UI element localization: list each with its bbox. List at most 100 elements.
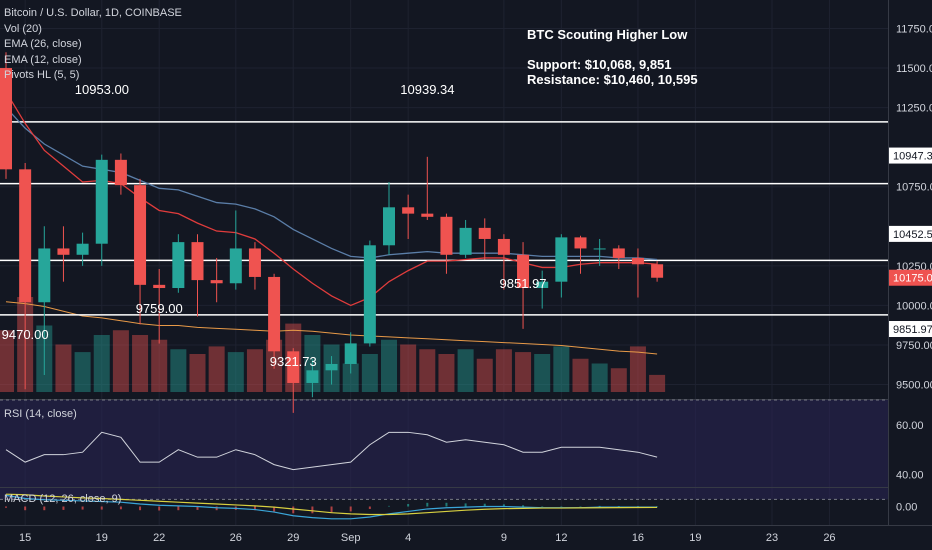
- legend-ema26[interactable]: EMA (26, close): [4, 38, 82, 50]
- candle-body: [536, 281, 549, 289]
- volume-bar: [515, 352, 532, 392]
- macd-histogram-bar: [158, 506, 161, 511]
- volume-bar: [55, 344, 72, 392]
- macd-tick-label: 0.00: [896, 502, 917, 514]
- time-tick-label: 4: [405, 532, 411, 544]
- macd-histogram-bar: [522, 505, 525, 507]
- time-tick-label: 23: [766, 532, 778, 544]
- candle-body: [497, 238, 510, 255]
- legend-vol[interactable]: Vol (20): [4, 22, 42, 35]
- macd-histogram-bar: [388, 505, 390, 507]
- pivot-label: 9851.97: [499, 276, 547, 292]
- macd-histogram-bar: [368, 506, 371, 509]
- price-tick-label: 11500.00: [896, 63, 932, 75]
- price-tick-label: 9750.00: [896, 340, 932, 352]
- pivot-label: 9759.00: [135, 301, 183, 317]
- price-tick-label: 11750.00: [896, 23, 932, 35]
- volume-bar: [457, 349, 474, 392]
- candle-body: [210, 280, 223, 284]
- candle-body: [651, 264, 664, 278]
- legend-ema12[interactable]: EMA (12, close): [4, 53, 82, 66]
- volume-bar: [610, 368, 627, 392]
- time-tick-label: 19: [96, 532, 108, 544]
- candle-body: [248, 248, 261, 277]
- price-badge-label: 10947.34: [893, 151, 932, 163]
- candle-body: [0, 68, 12, 170]
- legend: Bitcoin / U.S. Dollar, 1D, COINBASE Vol …: [4, 6, 182, 84]
- price-badge-label: 9851.97: [893, 324, 932, 336]
- note-support: Support: $10,068, 9,851: [527, 57, 672, 72]
- candle-body: [459, 227, 472, 255]
- annotation-note[interactable]: BTC Scouting Higher Low Support: $10,068…: [527, 27, 698, 87]
- pivot-label: 9321.73: [269, 354, 317, 370]
- macd-legend[interactable]: MACD (12, 26, close, 9): [4, 493, 122, 505]
- time-tick-label: 29: [287, 532, 299, 544]
- macd-histogram-bar: [100, 506, 103, 510]
- macd-histogram-bar: [349, 506, 352, 512]
- volume-ma-line: [5, 301, 658, 355]
- macd-histogram-bar: [483, 503, 486, 507]
- macd-histogram-bar: [292, 506, 295, 514]
- volume-bar: [227, 352, 244, 392]
- candle-body: [402, 207, 415, 214]
- candle-body: [344, 343, 357, 364]
- note-title: BTC Scouting Higher Low: [527, 27, 688, 42]
- price-badge-label: 10175.00: [893, 273, 932, 285]
- legend-title[interactable]: Bitcoin / U.S. Dollar, 1D, COINBASE: [4, 7, 182, 19]
- price-badge: [889, 147, 932, 164]
- volume-bar: [132, 335, 149, 392]
- candle-body: [325, 363, 338, 371]
- candle-body: [555, 237, 568, 282]
- price-badge-label: 10452.50: [893, 229, 932, 241]
- candle-body: [517, 254, 530, 289]
- candle-body: [440, 216, 453, 255]
- price-tick-label: 10750.00: [896, 182, 932, 194]
- legend-pivots[interactable]: Pivots HL (5, 5): [4, 69, 80, 81]
- volume-bar: [208, 346, 225, 392]
- price-tick-label: 11250.00: [896, 103, 932, 115]
- macd-histogram-bar: [636, 506, 639, 507]
- macd-histogram-bar: [464, 503, 467, 507]
- macd-histogram-bar: [656, 506, 659, 507]
- volume-bar: [381, 339, 397, 392]
- candle-body: [19, 169, 32, 303]
- volume-bar: [591, 363, 608, 392]
- time-tick-label: 22: [153, 532, 165, 544]
- macd-histogram-bar: [177, 506, 180, 511]
- macd-histogram-bar: [253, 506, 256, 511]
- time-tick-label: 15: [19, 532, 31, 544]
- candle-body: [95, 159, 108, 244]
- volume-bar: [476, 358, 493, 392]
- candle-body: [383, 207, 395, 246]
- macd-histogram-bar: [330, 506, 333, 513]
- volume-bar: [170, 349, 187, 392]
- volume-bar: [93, 335, 110, 392]
- macd-histogram-bar: [62, 506, 65, 510]
- candle-body: [421, 213, 434, 217]
- macd-signal-line: [5, 493, 658, 516]
- time-tick-label: Sep: [341, 532, 361, 544]
- macd-histogram-bar: [24, 506, 27, 511]
- candle-body: [268, 276, 281, 352]
- candle-body: [57, 248, 70, 255]
- price-tick-label: 10000.00: [896, 300, 932, 312]
- candle-body: [229, 248, 242, 284]
- macd-histogram-bar: [43, 506, 46, 511]
- note-resistance: Resistance: $10,460, 10,595: [527, 72, 698, 87]
- time-tick-label: 16: [632, 532, 644, 544]
- candle-body: [172, 242, 185, 289]
- rsi-legend[interactable]: RSI (14, close): [4, 408, 77, 420]
- macd-histogram-bar: [579, 506, 582, 507]
- volume-bar: [649, 374, 666, 392]
- macd-histogram-bar: [311, 506, 314, 514]
- volume-bar: [361, 354, 378, 392]
- macd-histogram-bar: [445, 502, 448, 507]
- volume-bar: [342, 363, 359, 392]
- macd-histogram-bar: [598, 505, 601, 507]
- candle-body: [191, 242, 204, 281]
- volume-bar: [246, 349, 263, 392]
- volume-bar: [151, 339, 168, 392]
- time-tick-label: 9: [501, 532, 507, 544]
- candle-body: [363, 245, 376, 344]
